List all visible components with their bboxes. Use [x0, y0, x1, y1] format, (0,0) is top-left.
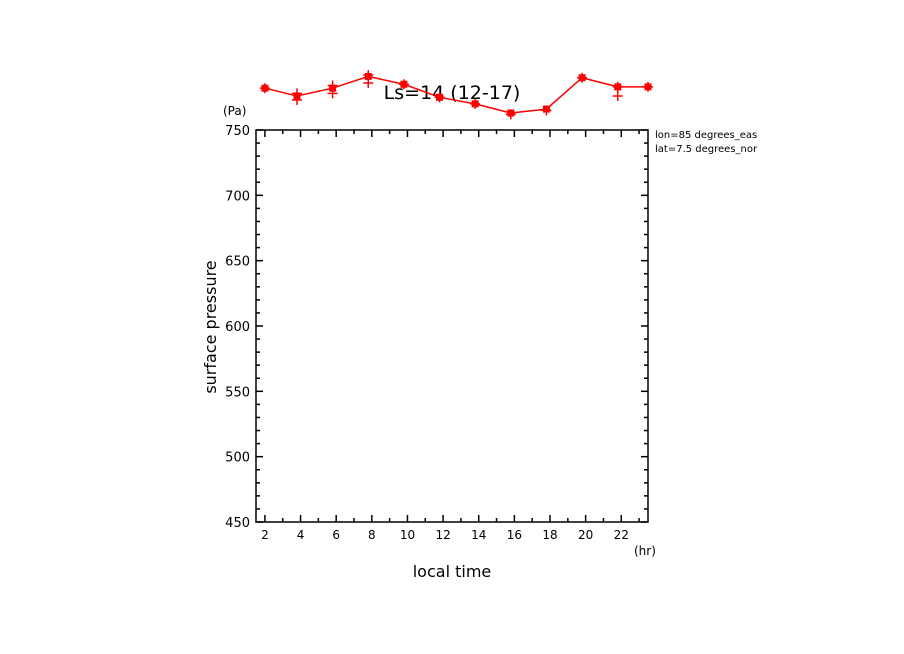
data-point-cross	[470, 98, 481, 109]
axis-ticks: 2 4 6 8 10 12 14 16 18 20 22 450 500 550 600 650 700 750	[225, 124, 648, 542]
data-point-cross	[363, 77, 374, 88]
x-tick-label: 18	[542, 528, 557, 542]
x-tick-label: 14	[471, 528, 486, 542]
data-point-cross	[327, 88, 338, 99]
x-tick-label: 20	[578, 528, 593, 542]
y-tick-label: 700	[225, 189, 250, 204]
plot-frame	[255, 129, 649, 523]
data-point-cross	[612, 81, 623, 92]
y-tick-label: 550	[225, 385, 250, 400]
y-tick-label: 650	[225, 255, 250, 270]
y-tick-label: 600	[225, 320, 250, 335]
data-point-cross	[643, 81, 653, 92]
x-unit-label: (hr)	[634, 544, 656, 558]
data-point-cross	[259, 83, 270, 94]
annotation-lon: lon=85 degrees_eas	[655, 130, 757, 141]
x-tick-label: 8	[368, 528, 376, 542]
series-layer	[259, 70, 653, 120]
data-point-cross	[612, 91, 623, 102]
data-point-cross	[434, 92, 445, 103]
data-point-cross	[505, 109, 516, 120]
y-tick-label: 500	[225, 451, 250, 466]
x-tick-label: 10	[400, 528, 415, 542]
y-tick-label: 750	[225, 124, 250, 139]
data-point-cross	[541, 105, 552, 116]
x-tick-label: 12	[435, 528, 450, 542]
chart-title: Ls=14 (12-17)	[384, 82, 521, 104]
x-tick-label: 22	[614, 528, 629, 542]
data-point-cross	[577, 72, 588, 83]
x-tick-label: 16	[507, 528, 522, 542]
x-axis-label: local time	[413, 562, 492, 581]
series-line	[264, 75, 648, 114]
y-axis-label: surface pressure	[201, 260, 220, 393]
data-point-cross	[398, 79, 409, 90]
data-point-cross	[291, 94, 302, 105]
x-tick-label: 2	[261, 528, 269, 542]
annotation-lat: lat=7.5 degrees_nor	[655, 144, 758, 155]
y-tick-label: 450	[225, 516, 250, 531]
x-tick-label: 4	[297, 528, 305, 542]
y-unit-label: (Pa)	[223, 104, 246, 118]
x-tick-label: 6	[332, 528, 340, 542]
